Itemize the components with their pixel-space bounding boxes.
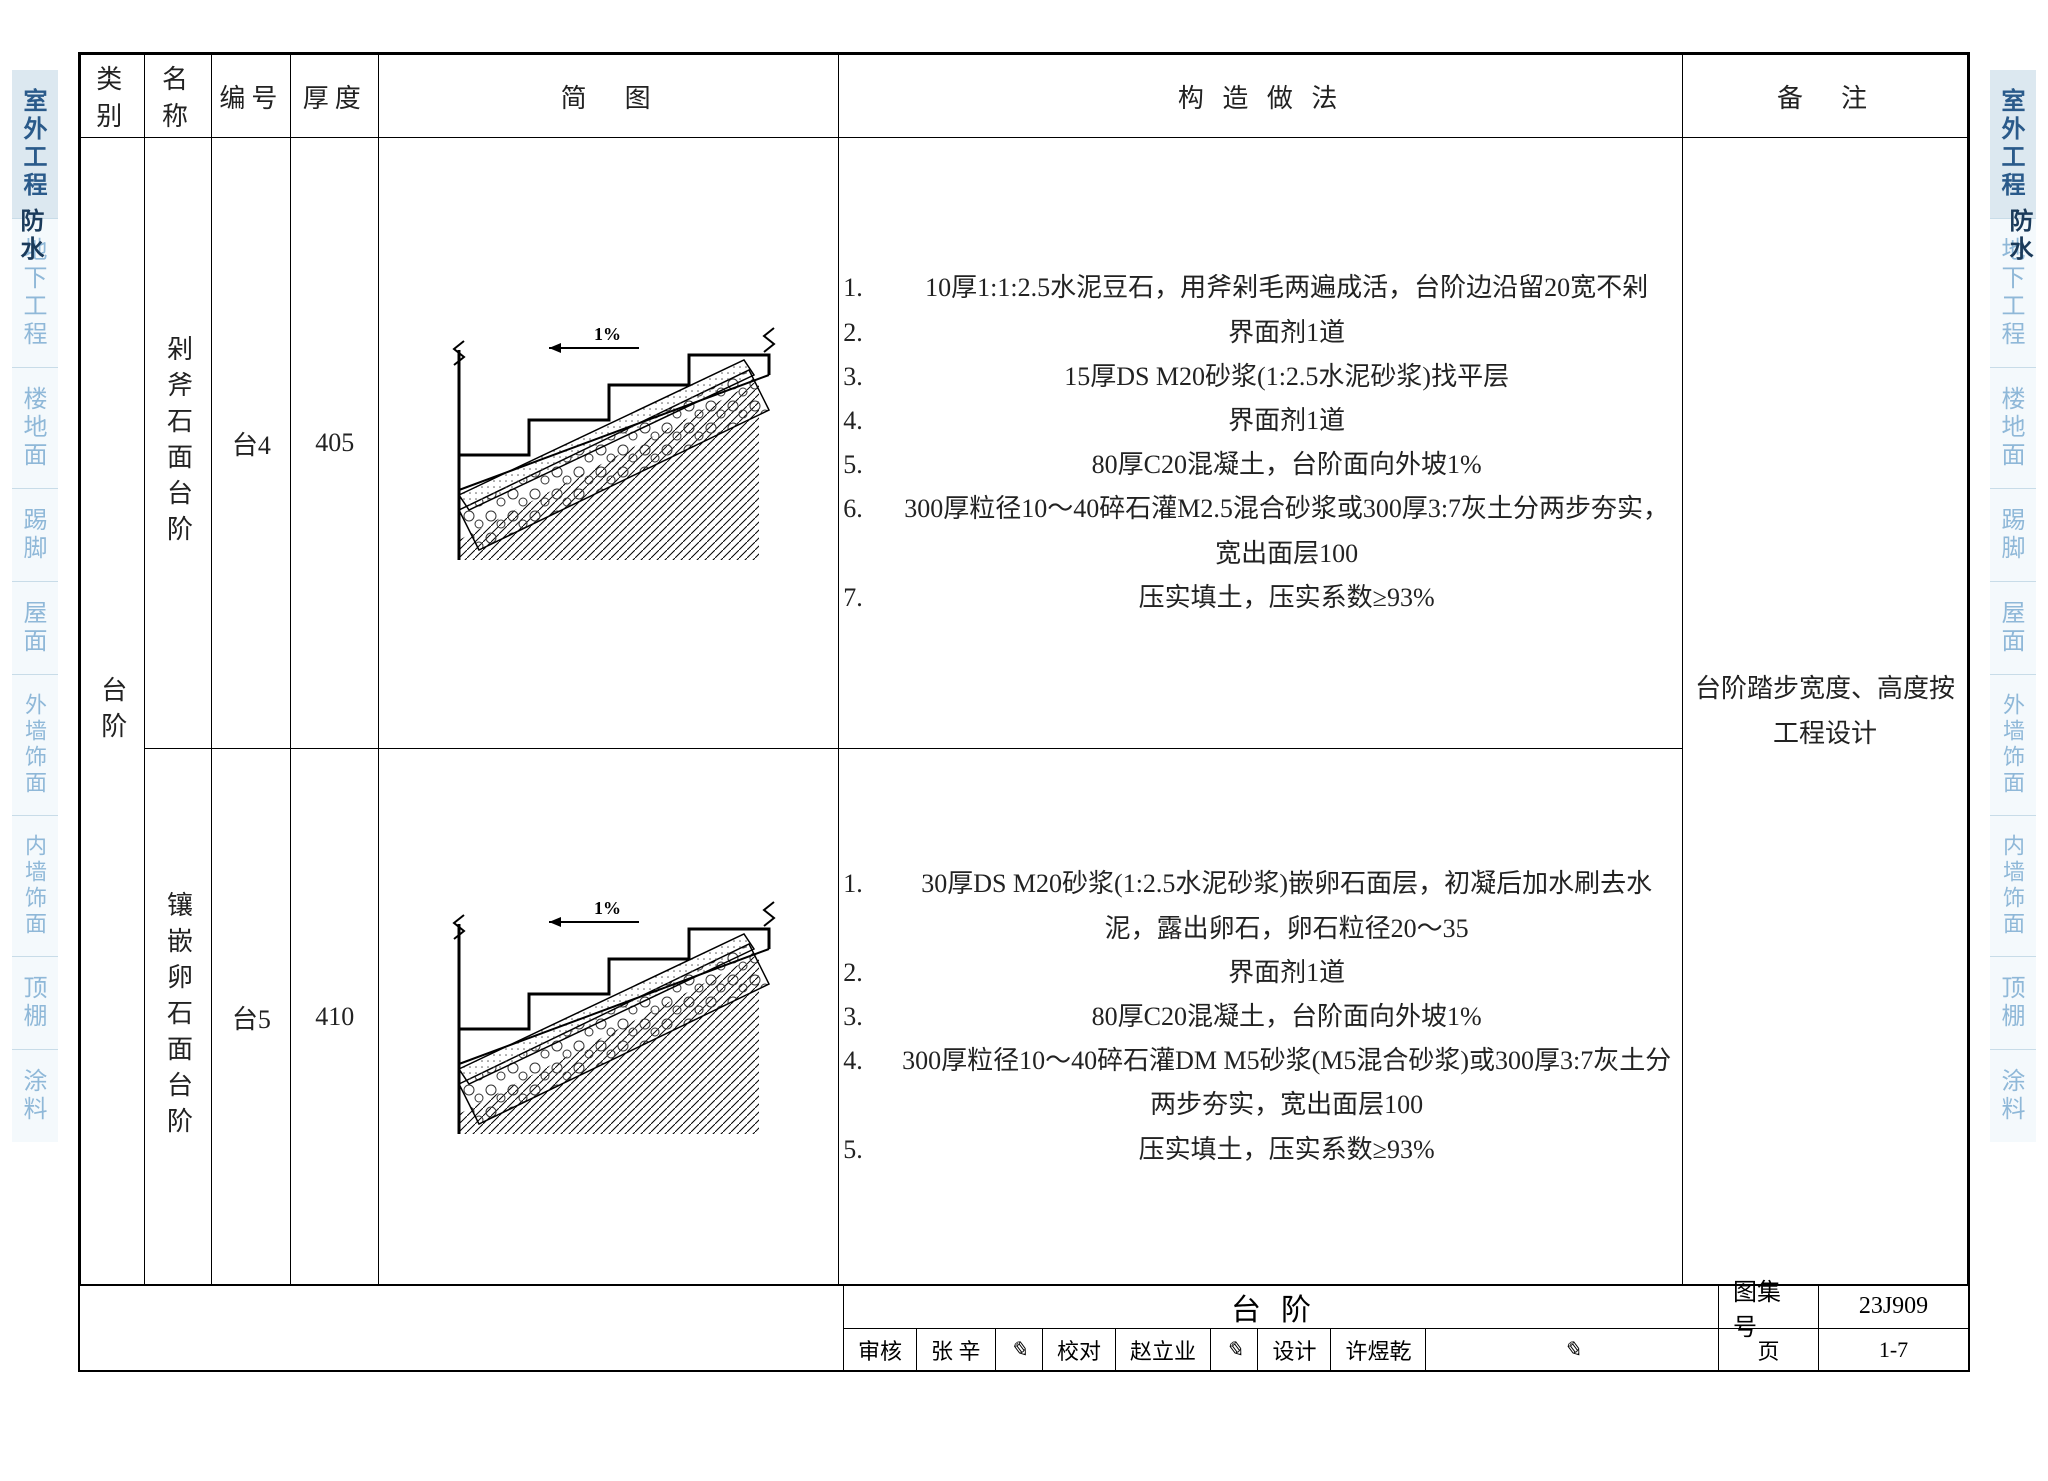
method-item: 界面剂1道 — [843, 311, 1678, 355]
page-no: 1-7 — [1818, 1329, 1968, 1370]
drawing-title: 台阶 — [844, 1285, 1718, 1328]
tab-coating[interactable]: 涂料 — [12, 1050, 58, 1142]
th-code: 编号 — [212, 55, 291, 138]
main-table: 类别 名称 编号 厚度 简 图 构 造 做 法 备 注 台阶 剁斧石面台阶 台4… — [80, 54, 1968, 1286]
cell-method-2: 30厚DS M20砂浆(1:2.5水泥砂浆)嵌卵石面层，初凝后加水刷去水泥，露出… — [839, 749, 1683, 1286]
tab-floor[interactable]: 楼地面 — [12, 368, 58, 489]
method-item: 80厚C20混凝土，台阶面向外坡1% — [843, 995, 1678, 1039]
role-check: 校对 — [1042, 1329, 1115, 1370]
title-block-pad — [80, 1285, 844, 1370]
title-block: 台阶 图集号 23J909 审核 张 辛 ✎ 校对 赵立业 ✎ 设计 许煜乾 ✎… — [80, 1284, 1968, 1370]
side-tabs-right: 室外工程 地下工程 防水 楼地面 踢脚 屋面 外墙饰面 内墙饰面 顶棚 涂料 — [1990, 70, 2036, 1142]
table-row: 台阶 剁斧石面台阶 台4 405 — [81, 138, 1968, 749]
cell-method-1: 10厚1:1:2.5水泥豆石，用斧剁毛两遍成活，台阶边沿留20宽不剁 界面剂1道… — [839, 138, 1683, 749]
method-item: 压实填土，压实系数≥93% — [843, 1128, 1678, 1172]
tab-floor-r[interactable]: 楼地面 — [1990, 368, 2036, 489]
cell-name-1: 剁斧石面台阶 — [144, 138, 212, 749]
tab-roof-r[interactable]: 屋面 — [1990, 582, 2036, 675]
slope-label-2: 1% — [594, 898, 621, 918]
cell-thickness-1: 405 — [291, 138, 379, 749]
method-item: 15厚DS M20砂浆(1:2.5水泥砂浆)找平层 — [843, 355, 1678, 399]
title-row: 台阶 图集号 23J909 — [844, 1285, 1968, 1329]
header-row: 类别 名称 编号 厚度 简 图 构 造 做 法 备 注 — [81, 55, 1968, 138]
cell-thickness-2: 410 — [291, 749, 379, 1286]
name-design: 许煜乾 — [1330, 1329, 1425, 1370]
tab-ext-wall-r[interactable]: 外墙饰面 — [1990, 675, 2036, 816]
tab-coating-r[interactable]: 涂料 — [1990, 1050, 2036, 1142]
tab-ceiling[interactable]: 顶棚 — [12, 957, 58, 1050]
cell-figure-2: 1% — [379, 749, 839, 1286]
sig-design: ✎ — [1425, 1329, 1718, 1370]
method-list-2: 30厚DS M20砂浆(1:2.5水泥砂浆)嵌卵石面层，初凝后加水刷去水泥，露出… — [843, 862, 1678, 1171]
sign-row: 审核 张 辛 ✎ 校对 赵立业 ✎ 设计 许煜乾 ✎ 页 1-7 — [844, 1329, 1968, 1370]
th-thickness: 厚度 — [291, 55, 379, 138]
title-block-main: 台阶 图集号 23J909 审核 张 辛 ✎ 校对 赵立业 ✎ 设计 许煜乾 ✎… — [844, 1285, 1968, 1370]
role-design: 设计 — [1257, 1329, 1330, 1370]
tab-int-wall-r[interactable]: 内墙饰面 — [1990, 816, 2036, 957]
sig-check: ✎ — [1210, 1329, 1257, 1370]
method-item: 80厚C20混凝土，台阶面向外坡1% — [843, 443, 1678, 487]
drawing-frame: 类别 名称 编号 厚度 简 图 构 造 做 法 备 注 台阶 剁斧石面台阶 台4… — [78, 52, 1970, 1372]
cell-name-2: 镶嵌卵石面台阶 — [144, 749, 212, 1286]
th-name: 名称 — [144, 55, 212, 138]
tab-ext-wall[interactable]: 外墙饰面 — [12, 675, 58, 816]
method-item: 界面剂1道 — [843, 951, 1678, 995]
method-item: 界面剂1道 — [843, 399, 1678, 443]
method-item: 300厚粒径10～40碎石灌DM M5砂浆(M5混合砂浆)或300厚3:7灰土分… — [843, 1039, 1678, 1127]
tab-waterproof[interactable]: 防水 — [4, 176, 55, 296]
tab-skirting[interactable]: 踢脚 — [12, 489, 58, 582]
step-diagram-1: 1% — [419, 310, 799, 570]
atlas-no: 23J909 — [1818, 1285, 1968, 1328]
method-item: 300厚粒径10～40碎石灌M2.5混合砂浆或300厚3:7灰土分两步夯实，宽出… — [843, 487, 1678, 575]
slope-label-1: 1% — [594, 324, 621, 344]
cell-category: 台阶 — [81, 138, 145, 1286]
sig-audit: ✎ — [995, 1329, 1042, 1370]
method-item: 10厚1:1:2.5水泥豆石，用斧剁毛两遍成活，台阶边沿留20宽不剁 — [843, 266, 1678, 310]
role-audit: 审核 — [844, 1329, 916, 1370]
method-item: 30厚DS M20砂浆(1:2.5水泥砂浆)嵌卵石面层，初凝后加水刷去水泥，露出… — [843, 862, 1678, 950]
tab-roof[interactable]: 屋面 — [12, 582, 58, 675]
cell-code-2: 台5 — [212, 749, 291, 1286]
tab-ceiling-r[interactable]: 顶棚 — [1990, 957, 2036, 1050]
page-label: 页 — [1718, 1329, 1818, 1370]
side-tabs-left: 室外工程 地下工程 防水 楼地面 踢脚 屋面 外墙饰面 内墙饰面 顶棚 涂料 — [12, 70, 58, 1142]
method-list-1: 10厚1:1:2.5水泥豆石，用斧剁毛两遍成活，台阶边沿留20宽不剁 界面剂1道… — [843, 266, 1678, 620]
th-figure: 简 图 — [379, 55, 839, 138]
cell-note: 台阶踏步宽度、高度按工程设计 — [1683, 138, 1968, 1286]
th-method: 构 造 做 法 — [839, 55, 1683, 138]
cell-figure-1: 1% — [379, 138, 839, 749]
method-item: 压实填土，压实系数≥93% — [843, 576, 1678, 620]
cell-code-1: 台4 — [212, 138, 291, 749]
tab-skirting-r[interactable]: 踢脚 — [1990, 489, 2036, 582]
th-category: 类别 — [81, 55, 145, 138]
th-note: 备 注 — [1683, 55, 1968, 138]
name-audit: 张 辛 — [916, 1329, 995, 1370]
name-check: 赵立业 — [1115, 1329, 1210, 1370]
tab-int-wall[interactable]: 内墙饰面 — [12, 816, 58, 957]
tab-waterproof-r[interactable]: 防水 — [1993, 176, 2044, 296]
step-diagram-2: 1% — [419, 884, 799, 1144]
atlas-label: 图集号 — [1718, 1285, 1818, 1328]
